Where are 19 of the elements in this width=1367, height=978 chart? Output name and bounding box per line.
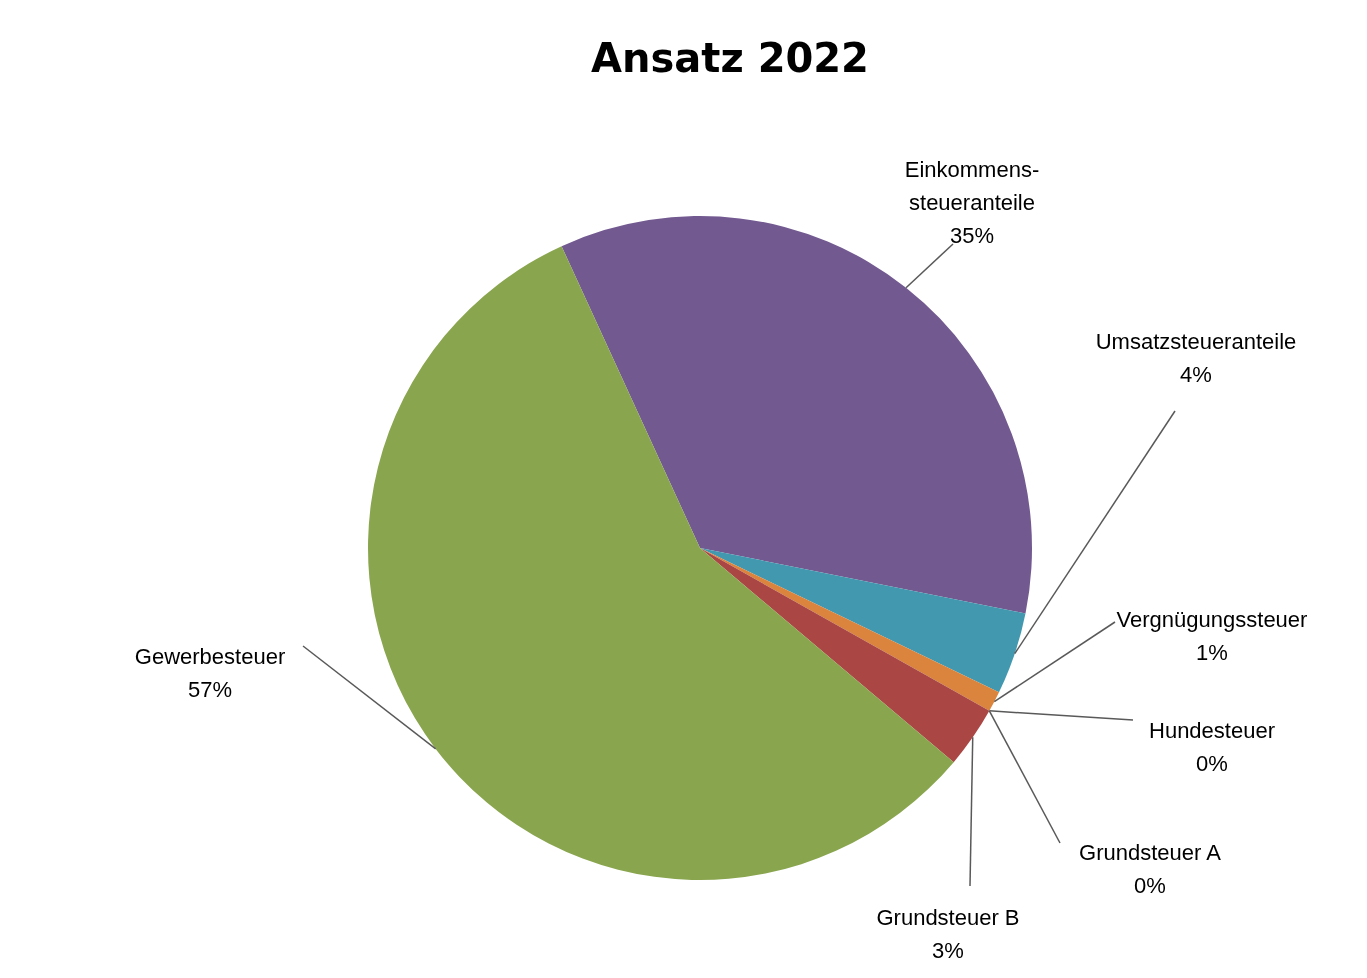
pie-slice [561, 216, 1032, 614]
slice-label: Vergnügungssteuer [1116, 607, 1308, 632]
data-label: 1% [1196, 640, 1228, 665]
pie-slice [368, 246, 954, 880]
pie-slice [700, 548, 990, 763]
data-label: 4% [1180, 362, 1212, 387]
slice-label: Grundsteuer B [876, 905, 1020, 930]
text: 0% [1196, 751, 1228, 776]
category-label: Hundesteuer [1149, 718, 1275, 743]
slice-label: Gewerbesteuer [134, 644, 286, 669]
data-label: 3% [932, 938, 964, 963]
chart-title: Ansatz 2022 [591, 35, 869, 81]
slice-label: Einkommens-steueranteile [904, 157, 1040, 215]
text: 0% [1134, 873, 1166, 898]
slice-label: Umsatzsteueranteile [1095, 329, 1297, 354]
data-label: 57% [187, 677, 233, 702]
category-label: Grundsteuer A [1079, 840, 1221, 865]
pie-slice [700, 548, 1026, 693]
data-label: 35% [949, 223, 995, 248]
